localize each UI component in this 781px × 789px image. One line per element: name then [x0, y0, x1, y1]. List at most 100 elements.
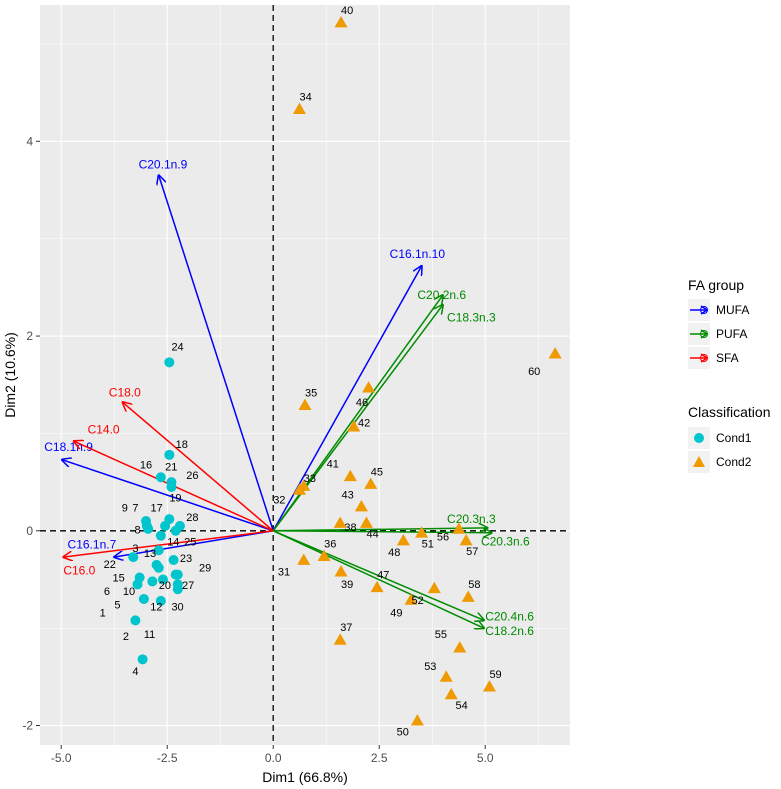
point-label: 58	[468, 579, 480, 591]
point-cond1	[172, 584, 183, 595]
point-cond2	[298, 398, 312, 411]
legend-title-classification: Classification	[688, 404, 770, 420]
point-label: 32	[273, 495, 285, 507]
point-cond2	[297, 553, 311, 565]
point-label: 60	[528, 366, 540, 378]
variable-label: C16.0	[63, 564, 95, 578]
point-cond2	[333, 516, 347, 528]
x-tick-label: -2.5	[157, 751, 178, 765]
point-cond1	[172, 569, 183, 580]
point-label: 44	[366, 529, 378, 541]
point-label: 45	[371, 466, 383, 478]
point-label: 1	[100, 607, 106, 619]
variable-arrow	[63, 530, 274, 557]
x-tick-label: -5.0	[51, 751, 72, 765]
point-cond2	[333, 633, 347, 645]
point-label: 59	[489, 669, 501, 681]
legend-arrow-ring	[700, 306, 708, 314]
point-cond2	[396, 534, 410, 546]
point-label: 43	[342, 490, 354, 502]
y-tick-label: 0	[26, 524, 33, 538]
point-cond1	[155, 530, 166, 541]
point-label: 29	[199, 563, 211, 575]
y-tick-label: -2	[22, 719, 33, 733]
point-label: 28	[186, 512, 198, 524]
point-label: 50	[397, 726, 409, 738]
point-label: 53	[424, 661, 436, 673]
point-label: 17	[150, 502, 162, 514]
point-label: 7	[132, 502, 138, 514]
variable-label: C20.3n.3	[447, 512, 496, 526]
variable-label: C18.2n.6	[485, 624, 534, 638]
point-cond2	[354, 499, 368, 512]
point-label: 22	[104, 559, 116, 571]
point-label: 46	[356, 397, 368, 409]
point-cond2	[548, 347, 562, 359]
point-cond2	[444, 687, 458, 700]
point-cond1	[166, 481, 177, 492]
point-label: 3	[132, 543, 138, 555]
point-label: 51	[422, 538, 434, 550]
point-label: 4	[132, 666, 138, 678]
grid-lines	[40, 5, 570, 745]
point-label: 2	[123, 631, 129, 643]
variable-label: C20.3n.6	[481, 534, 530, 548]
point-cond2	[317, 549, 331, 561]
point-label: 57	[466, 546, 478, 558]
x-tick-label: 5.0	[477, 751, 494, 765]
point-label: 42	[358, 418, 370, 430]
point-cond1	[134, 572, 145, 583]
point-cond2	[362, 381, 376, 393]
point-cond2	[292, 102, 306, 115]
legend-item-label: PUFA	[716, 327, 747, 341]
variable-arrow	[159, 175, 274, 532]
variable-arrow	[273, 528, 487, 531]
point-label: 31	[278, 567, 290, 579]
point-label: 40	[341, 5, 353, 17]
point-cond2	[459, 534, 473, 546]
point-label: 55	[435, 629, 447, 641]
variable-label: C20.4n.6	[485, 609, 534, 623]
point-cond2	[370, 580, 384, 593]
y-tick-label: 2	[26, 329, 33, 343]
point-cond2	[482, 680, 496, 692]
point-label: 19	[169, 493, 181, 505]
point-cond2	[439, 670, 453, 682]
point-label: 49	[390, 607, 402, 619]
point-cond1	[168, 555, 179, 565]
point-label: 35	[305, 387, 317, 399]
point-cond2	[410, 714, 424, 726]
variable-arrow	[272, 530, 484, 621]
point-cond2	[415, 526, 429, 538]
variable-label: C18.0	[109, 385, 141, 399]
point-label: 33	[304, 473, 316, 485]
point-label: 48	[388, 547, 400, 559]
point-cond1	[137, 654, 148, 665]
point-cond2	[334, 565, 348, 577]
variable-label: C18.3n.3	[447, 310, 496, 324]
point-cond1	[151, 559, 162, 570]
point-cond2	[347, 420, 361, 432]
point-cond2	[297, 479, 311, 491]
point-label: 21	[165, 461, 177, 473]
variable-arrow	[114, 530, 274, 557]
observation-points	[128, 16, 562, 726]
point-label: 54	[456, 700, 468, 712]
point-label: 34	[299, 91, 311, 103]
point-cond1	[128, 552, 139, 563]
point-label: 12	[150, 602, 162, 614]
point-cond2	[364, 477, 378, 489]
legend-item-label: MUFA	[716, 303, 749, 317]
variable-arrow	[62, 460, 274, 532]
legend-arrow-ring	[700, 330, 708, 338]
point-label: 47	[377, 570, 389, 582]
point-label: 10	[123, 586, 135, 598]
variable-arrow	[272, 530, 484, 628]
point-cond1	[164, 357, 175, 368]
point-cond2	[453, 641, 467, 653]
point-label: 8	[134, 525, 140, 537]
point-cond1	[174, 520, 185, 531]
variable-label: C16.1n.10	[390, 247, 446, 261]
